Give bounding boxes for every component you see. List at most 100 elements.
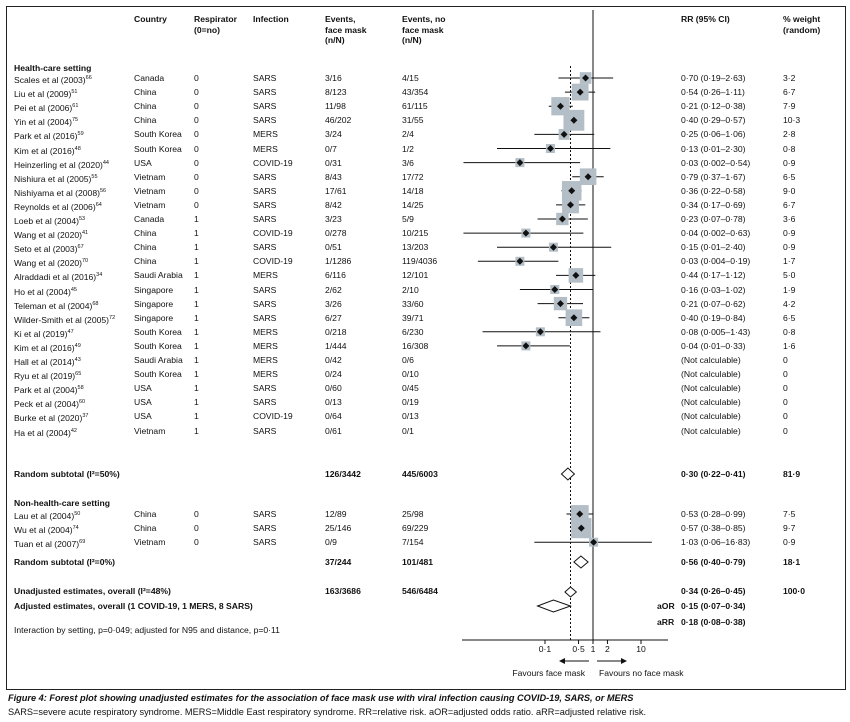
aor-label: aOR [657,601,675,611]
study-infection: SARS [253,101,277,112]
study-weight: 0·9 [783,157,796,168]
study-events-no-face-mask: 1/2 [402,143,414,154]
study-rr-ci: 0·03 (0·004–0·19) [681,256,751,267]
study-infection: MERS [253,326,278,337]
subtotal-label-nhcs: Random subtotal (I²=0%) [14,557,115,567]
study-country: South Korea [134,129,182,140]
arr-label: aRR [657,617,675,627]
reference-number: 67 [77,244,84,251]
point-estimate [577,524,585,532]
study-respirator: 1 [194,312,199,323]
study-weight: 1·9 [783,284,796,295]
study-country: South Korea [134,326,182,337]
study-events-face-mask: 3/24 [325,129,342,140]
x-axis-tick-label: 0·5 [572,644,585,654]
study-country: China [134,228,157,239]
study-respirator: 0 [194,185,199,196]
study-weight: 1·6 [783,340,796,351]
study-events-face-mask: 0/61 [325,425,342,436]
study-events-no-face-mask: 17/72 [402,171,424,182]
study-respirator: 1 [194,270,199,281]
study-events-face-mask: 0/51 [325,242,342,253]
study-infection: MERS [253,355,278,365]
study-label: Pei et al (2006) [14,103,73,114]
figure-caption-title: Figure 4: Forest plot showing unadjusted… [8,693,634,703]
header-events-no-face-mask: Events, no face mask (n/N) [402,14,446,45]
reference-number: 49 [74,342,81,349]
study-respirator: 1 [194,284,199,295]
subtotal-rr-hcs: 0·30 (0·22–0·41) [681,469,746,479]
reference-number: 65 [75,371,82,378]
study-label: Peck et al (2004) [14,399,79,410]
study-events-no-face-mask: 0/10 [402,369,419,380]
study-label: Scales et al (2003) [14,75,86,85]
arr-value: 0·18 (0·08–0·38) [681,617,746,627]
study-respirator: 1 [194,228,199,239]
reference-number: 60 [78,399,86,406]
study-infection: SARS [253,87,277,98]
study-label: Lau et al (2004) [14,511,75,521]
study-name: Tuan et al (2007)69 [14,537,85,549]
point-estimate [576,88,584,96]
study-events-face-mask: 0/9 [325,537,337,548]
study-weight: 6·5 [783,171,796,182]
study-rr-ci: 0·25 (0·06–1·06) [681,129,746,140]
point-estimate [567,201,575,209]
study-country: Canada [134,214,165,224]
study-weight: 0 [783,383,788,394]
study-respirator: 0 [194,157,199,168]
study-respirator: 0 [194,87,199,98]
study-events-face-mask: 3/23 [325,214,342,224]
study-weight: 0 [783,425,788,436]
study-events-no-face-mask: 61/115 [402,101,428,112]
reference-number: 44 [102,159,109,166]
section-label-non-health-care: Non-health-care setting [14,498,110,508]
study-weight: 0 [783,355,788,365]
header-weight: % weight (random) [783,14,821,35]
study-events-face-mask: 1/444 [325,340,347,351]
study-infection: MERS [253,143,278,154]
study-infection: SARS [253,523,277,534]
study-rr-ci: 0·79 (0·37–1·67) [681,171,746,182]
study-respirator: 0 [194,509,199,519]
point-estimate [522,229,530,237]
overall-unadjusted-weight: 100·0 [783,586,805,596]
subtotal-diamond-hcs [560,467,576,481]
study-respirator: 0 [194,73,199,83]
study-respirator: 1 [194,411,199,422]
study-infection: SARS [253,383,277,394]
study-name: Wu et al (2004)74 [14,523,79,535]
study-events-no-face-mask: 16/308 [402,340,429,351]
study-rr-ci: 0·40 (0·29–0·57) [681,115,746,126]
overall-unadjusted-nomask: 546/6484 [402,586,438,596]
study-rr-ci: 0·15 (0·01–2·40) [681,242,746,253]
study-events-no-face-mask: 12/101 [402,270,429,281]
study-events-face-mask: 6/27 [325,312,342,323]
point-estimate [560,130,568,138]
study-country: China [134,115,157,126]
study-events-no-face-mask: 14/25 [402,199,424,210]
study-label: Teleman et al (2004) [14,300,93,311]
study-country: Saudi Arabia [134,270,183,281]
study-events-face-mask: 3/16 [325,73,342,83]
study-events-face-mask: 0/60 [325,383,342,394]
study-respirator: 1 [194,383,199,394]
study-rr-ci: 0·04 (0·01–0·33) [681,340,746,351]
point-estimate [576,510,584,518]
study-rr-ci: 0·40 (0·19–0·84) [681,312,746,323]
study-events-no-face-mask: 0/1 [402,425,414,436]
study-infection: COVID-19 [253,157,293,168]
study-weight: 10·3 [783,115,801,126]
study-events-no-face-mask: 0/19 [402,397,419,408]
study-infection: COVID-19 [253,228,293,239]
study-name: Ha et al (2004)42 [14,426,77,438]
study-weight: 3·2 [783,73,796,83]
study-label: Wu et al (2004) [14,525,73,536]
study-events-no-face-mask: 7/154 [402,537,424,548]
study-events-no-face-mask: 2/10 [402,284,419,295]
study-country: South Korea [134,369,182,380]
study-name: Burke et al (2020)37 [14,411,88,423]
study-events-no-face-mask: 119/4036 [402,256,438,267]
study-infection: SARS [253,242,277,253]
reference-number: 61 [72,103,79,110]
